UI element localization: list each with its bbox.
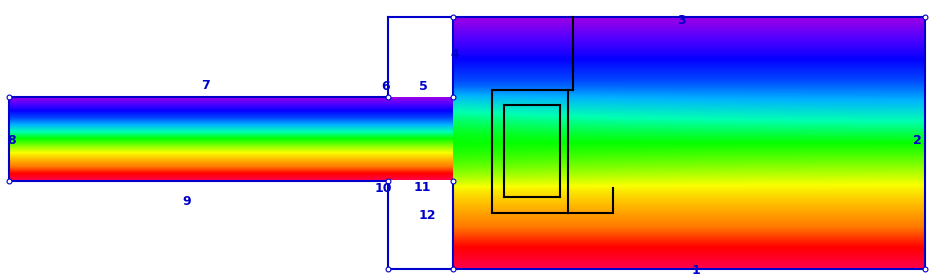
Text: 10: 10 (375, 183, 391, 195)
Text: 12: 12 (418, 209, 435, 222)
Text: 8: 8 (7, 134, 16, 146)
Text: 2: 2 (913, 134, 922, 146)
Text: 5: 5 (418, 80, 428, 93)
Text: 1: 1 (691, 264, 700, 277)
Text: 4: 4 (450, 48, 460, 61)
Text: 6: 6 (381, 80, 390, 93)
Text: 9: 9 (182, 195, 191, 208)
Text: 3: 3 (677, 15, 686, 27)
Text: 7: 7 (201, 79, 210, 92)
Text: 11: 11 (414, 181, 431, 194)
